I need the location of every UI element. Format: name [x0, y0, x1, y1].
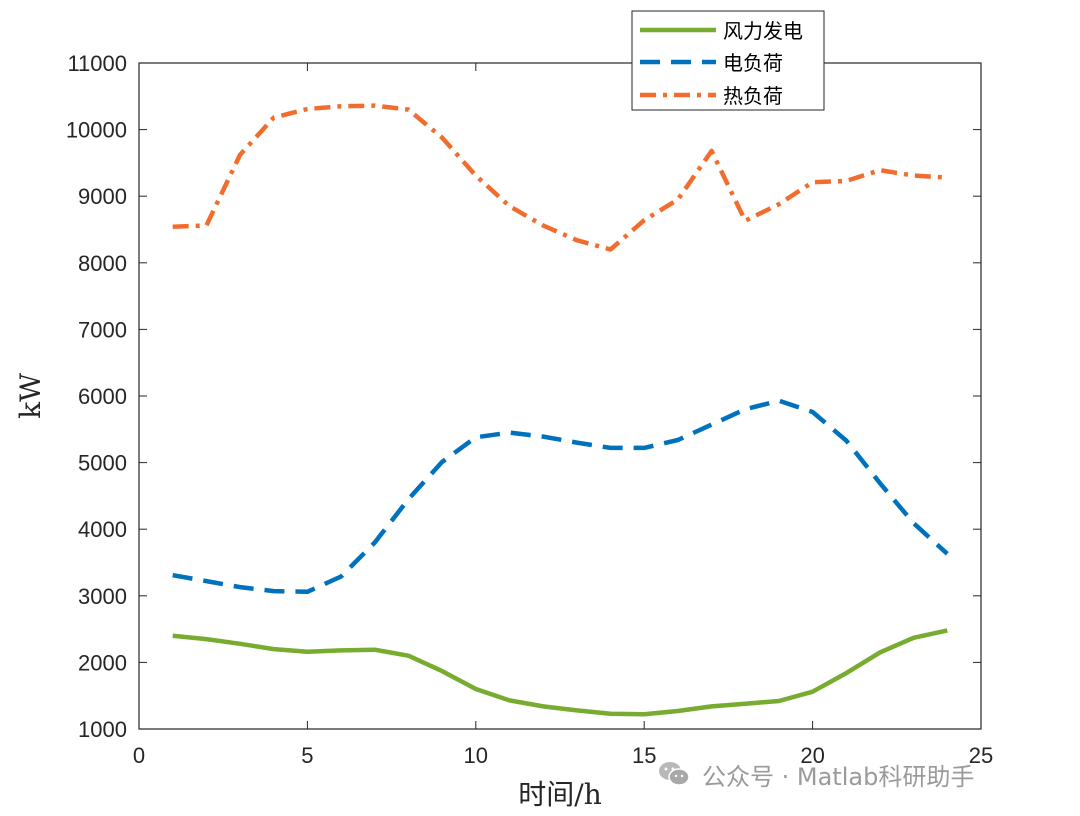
- y-tick-label: 8000: [78, 251, 127, 276]
- y-axis-label: kW: [14, 373, 47, 419]
- x-tick-label: 5: [301, 743, 313, 768]
- legend: 风力发电 电负荷 热负荷: [631, 10, 825, 111]
- y-tick-label: 9000: [78, 184, 127, 209]
- series-line-heat-load: [172, 103, 948, 252]
- x-tick-label: 15: [632, 743, 656, 768]
- legend-label-heat-load: 热负荷: [723, 84, 783, 108]
- series-line-electric-load: [172, 398, 949, 595]
- x-tick-label: 0: [133, 743, 145, 768]
- y-tick-label: 3000: [78, 584, 127, 609]
- y-tick-label: 2000: [78, 650, 127, 675]
- y-tick-label: 7000: [78, 317, 127, 342]
- x-tick-label: 25: [969, 743, 993, 768]
- y-tick-label: 11000: [67, 51, 127, 76]
- x-tick-label: 10: [464, 743, 488, 768]
- plot-frame: [138, 62, 982, 730]
- y-tick-label: 6000: [78, 384, 127, 409]
- x-tick-label: 20: [800, 743, 824, 768]
- legend-label-wind: 风力发电: [723, 19, 803, 43]
- y-tick-label: 1000: [78, 717, 127, 742]
- y-axis-ticks: 1000 2000 3000 4000 5000 6000 7000 8000 9000 1000…: [66, 51, 981, 742]
- x-axis-ticks: 0 5 10 15 20 25: [133, 63, 993, 768]
- series-lines: [172, 103, 949, 717]
- y-tick-label: 10000: [66, 118, 127, 143]
- y-tick-label: 5000: [78, 451, 127, 476]
- watermark-text: 公众号 · Matlab科研助手: [702, 762, 975, 791]
- wechat-icon: [659, 762, 690, 786]
- series-line-wind: [172, 628, 948, 717]
- y-tick-label: 4000: [78, 517, 127, 542]
- x-axis-label: 时间/h: [518, 778, 601, 811]
- legend-label-electric-load: 电负荷: [723, 51, 783, 75]
- watermark: 公众号 · Matlab科研助手: [658, 756, 974, 792]
